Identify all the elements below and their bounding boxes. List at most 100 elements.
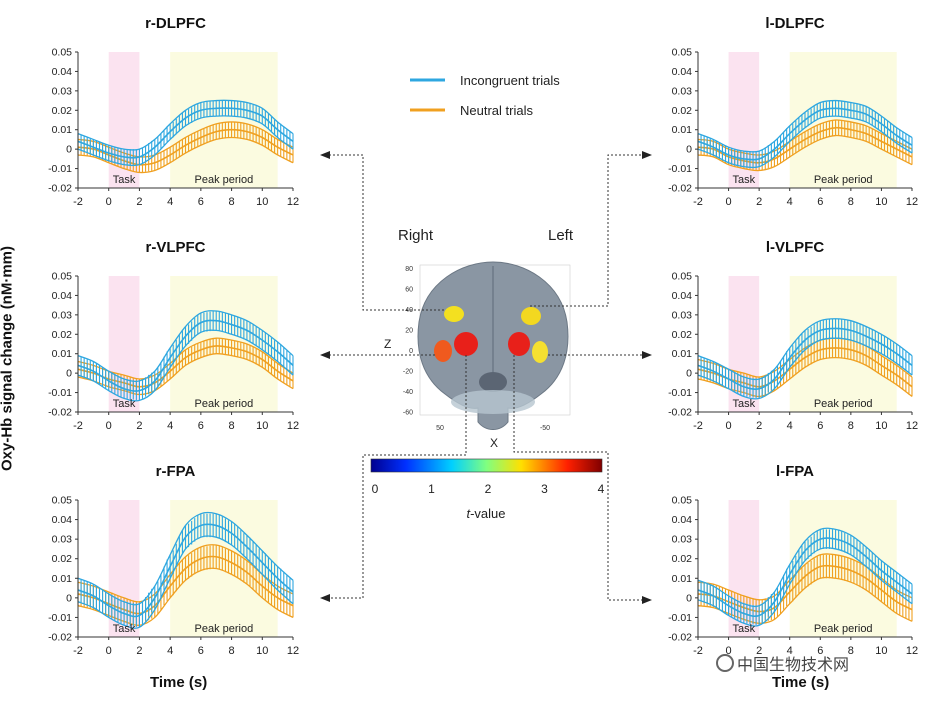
x-tick-label: -2 xyxy=(693,420,703,432)
x-tick-label: 10 xyxy=(256,196,268,208)
series-upper-line xyxy=(697,99,913,153)
brain-z-tick-label: -40 xyxy=(403,389,413,396)
series-mean-line xyxy=(77,345,294,388)
arrowhead-r-vlpfc xyxy=(320,351,330,359)
x-tick-label: 10 xyxy=(875,196,887,208)
legend: Incongruent trials Neutral trials xyxy=(410,73,560,118)
colorbar-ticks: 0 1 2 3 4 xyxy=(372,482,605,496)
x-tick-label: 4 xyxy=(787,645,793,657)
series-lower-line xyxy=(77,115,294,167)
x-tick-label: -2 xyxy=(73,420,83,432)
x-tick-label: 8 xyxy=(848,196,854,208)
x-tick-label: 8 xyxy=(229,420,235,432)
task-label: Task xyxy=(733,174,756,186)
y-tick-label: 0.01 xyxy=(52,348,73,360)
x-tick-label: 8 xyxy=(848,645,854,657)
y-tick-label: -0.01 xyxy=(48,163,72,175)
x-tick-label: 8 xyxy=(229,196,235,208)
peak-period-label: Peak period xyxy=(195,623,254,635)
colorbar-tick-label: 4 xyxy=(598,482,605,496)
x-tick-label: 4 xyxy=(167,196,173,208)
y-tick-label: 0.03 xyxy=(52,534,73,546)
x-tick-label: -2 xyxy=(693,196,703,208)
x-tick-label: 10 xyxy=(256,420,268,432)
brain-z-tick-label: 80 xyxy=(405,266,413,273)
x-tick-label: 0 xyxy=(106,645,112,657)
series-mean-line xyxy=(697,537,913,618)
y-tick-label: 0.05 xyxy=(672,47,693,59)
y-tick-label: 0.04 xyxy=(52,290,73,302)
series-incongruent xyxy=(697,527,913,627)
brain-z-ticks: 80 60 40 20 0 -20 -40 -60 xyxy=(403,266,413,417)
series-mean-line xyxy=(697,347,913,388)
colorbar-tick-label: 2 xyxy=(485,482,492,496)
chart-title: l-FPA xyxy=(776,463,814,480)
x-tick-label: 2 xyxy=(136,420,142,432)
series-mean-line xyxy=(697,126,913,164)
x-axis-label-right: Time (s) xyxy=(772,674,830,691)
chart-title: l-DLPFC xyxy=(765,15,824,32)
brain-z-tick-label: 40 xyxy=(405,307,413,314)
x-tick-label: 12 xyxy=(906,645,918,657)
series-incongruent xyxy=(697,318,913,400)
chart-title: r-FPA xyxy=(156,463,196,480)
brain-stem xyxy=(479,372,507,392)
activation-l-vlpfc xyxy=(532,341,548,363)
brain-z-axis-label: Z xyxy=(384,337,391,351)
colorbar-tick-label: 1 xyxy=(428,482,435,496)
y-tick-label: -0.01 xyxy=(48,387,72,399)
task-label: Task xyxy=(113,623,136,635)
series-lower-line xyxy=(77,535,294,629)
y-axis-label: Oxy-Hb signal change (nM·mm) xyxy=(0,245,16,472)
watermark: 中国生物技术网 xyxy=(716,651,849,675)
series-mean-line xyxy=(77,107,294,159)
task-label: Task xyxy=(113,398,136,410)
y-tick-label: -0.01 xyxy=(48,612,72,624)
series-incongruent xyxy=(77,99,294,167)
series-upper-line xyxy=(697,553,913,601)
connector-l-fpa xyxy=(513,355,646,601)
y-tick-label: 0.02 xyxy=(52,553,73,565)
connector-l-dlpfc xyxy=(530,154,646,307)
x-tick-label: 6 xyxy=(817,645,823,657)
watermark-text: 中国生物技术网 xyxy=(737,655,850,674)
x-tick-label: 2 xyxy=(136,196,142,208)
x-tick-label: 2 xyxy=(756,420,762,432)
peak-region xyxy=(170,276,278,412)
y-tick-label: -0.02 xyxy=(48,407,72,419)
connector-arrowheads xyxy=(320,151,652,604)
x-tick-label: 4 xyxy=(167,420,173,432)
y-tick-label: 0.03 xyxy=(672,309,693,321)
series-mean-line xyxy=(77,128,294,166)
series-lower-line xyxy=(697,115,913,169)
chart-r-dlpfc: r-DLPFC -0.02 -0.01 0 0.01 0.02 0.03 0.04 0.05 -2… xyxy=(48,15,299,208)
y-tick-label: 0.01 xyxy=(672,124,693,136)
series-upper-line xyxy=(697,119,913,156)
y-tick-label: 0.01 xyxy=(52,124,73,136)
colorbar-tick-label: 3 xyxy=(541,482,548,496)
series-lower-line xyxy=(697,576,913,624)
left-hemisphere-label: Left xyxy=(548,227,574,244)
series-upper-line xyxy=(77,337,294,380)
x-tick-label: 0 xyxy=(726,420,732,432)
series-mean-line xyxy=(697,107,913,161)
x-tick-label: 12 xyxy=(287,196,299,208)
series-upper-line xyxy=(697,527,913,608)
peak-region xyxy=(170,52,278,188)
x-tick-label: 12 xyxy=(287,420,299,432)
series-incongruent xyxy=(697,99,913,169)
series-upper-line xyxy=(77,310,294,383)
x-tick-label: 6 xyxy=(817,196,823,208)
series-mean-line xyxy=(697,327,913,390)
brain-z-tick-label: -60 xyxy=(403,410,413,417)
y-tick-label: 0.05 xyxy=(52,47,73,59)
series-lower-line xyxy=(77,567,294,626)
x-tick-label: 4 xyxy=(787,420,793,432)
x-tick-label: 6 xyxy=(198,420,204,432)
y-tick-label: 0.04 xyxy=(672,290,693,302)
y-tick-label: 0.02 xyxy=(52,329,73,341)
chart-r-vlpfc: r-VLPFC -0.02 -0.01 0 0.01 0.02 0.03 0.04 0.05 -2… xyxy=(48,239,299,432)
y-tick-label: -0.01 xyxy=(668,612,692,624)
y-tick-label: -0.01 xyxy=(668,163,692,175)
